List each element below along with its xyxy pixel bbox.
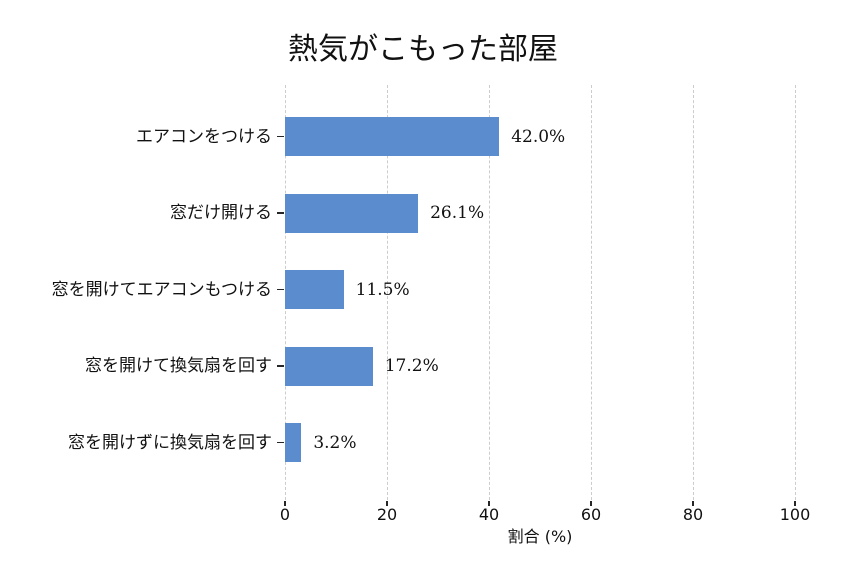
y-tick <box>277 441 284 444</box>
y-tick <box>277 135 284 138</box>
y-tick <box>277 212 284 214</box>
value-label: 3.2% <box>313 432 357 453</box>
bar <box>285 117 500 156</box>
plot-area: 0 20 40 60 80 100 エアコンをつける 42.0% 窓だけ開ける 26.1% 窓を開け… <box>52 85 810 524</box>
category-label: 窓だけ開ける <box>170 203 272 223</box>
x-tick-label: 20 <box>376 505 398 524</box>
bar <box>285 193 419 233</box>
x-tick <box>590 501 592 506</box>
x-tick <box>488 501 490 506</box>
bar <box>285 423 302 462</box>
category-label: 窓を開けて換気扇を回す <box>85 356 272 376</box>
x-tick-label: 40 <box>478 505 500 524</box>
value-label: 26.1% <box>430 203 485 223</box>
x-tick <box>386 501 388 506</box>
x-axis-label: 割合 (%) <box>507 527 573 546</box>
gridline <box>386 85 388 500</box>
x-tick-label: 60 <box>580 505 602 524</box>
value-label: 42.0% <box>511 126 566 147</box>
x-tick-label: 0 <box>279 505 291 524</box>
x-tick-label: 80 <box>682 505 704 524</box>
gridline <box>692 85 694 500</box>
bar <box>285 270 344 309</box>
chart-title: 熱気がこもった部屋 <box>288 32 558 67</box>
x-tick <box>692 501 694 506</box>
x-tick-label: 100 <box>779 505 811 524</box>
value-label: 11.5% <box>355 279 410 300</box>
x-tick <box>794 501 796 506</box>
category-label: エアコンをつける <box>136 126 272 147</box>
value-label: 17.2% <box>384 356 439 376</box>
gridline <box>590 85 592 500</box>
x-tick <box>284 501 286 506</box>
y-tick <box>277 365 284 367</box>
category-label: 窓を開けてエアコンもつける <box>51 279 272 300</box>
bar <box>285 346 373 386</box>
gridline <box>794 85 796 500</box>
y-tick <box>277 288 284 291</box>
gridline <box>488 85 490 500</box>
category-label: 窓を開けずに換気扇を回す <box>68 432 272 453</box>
